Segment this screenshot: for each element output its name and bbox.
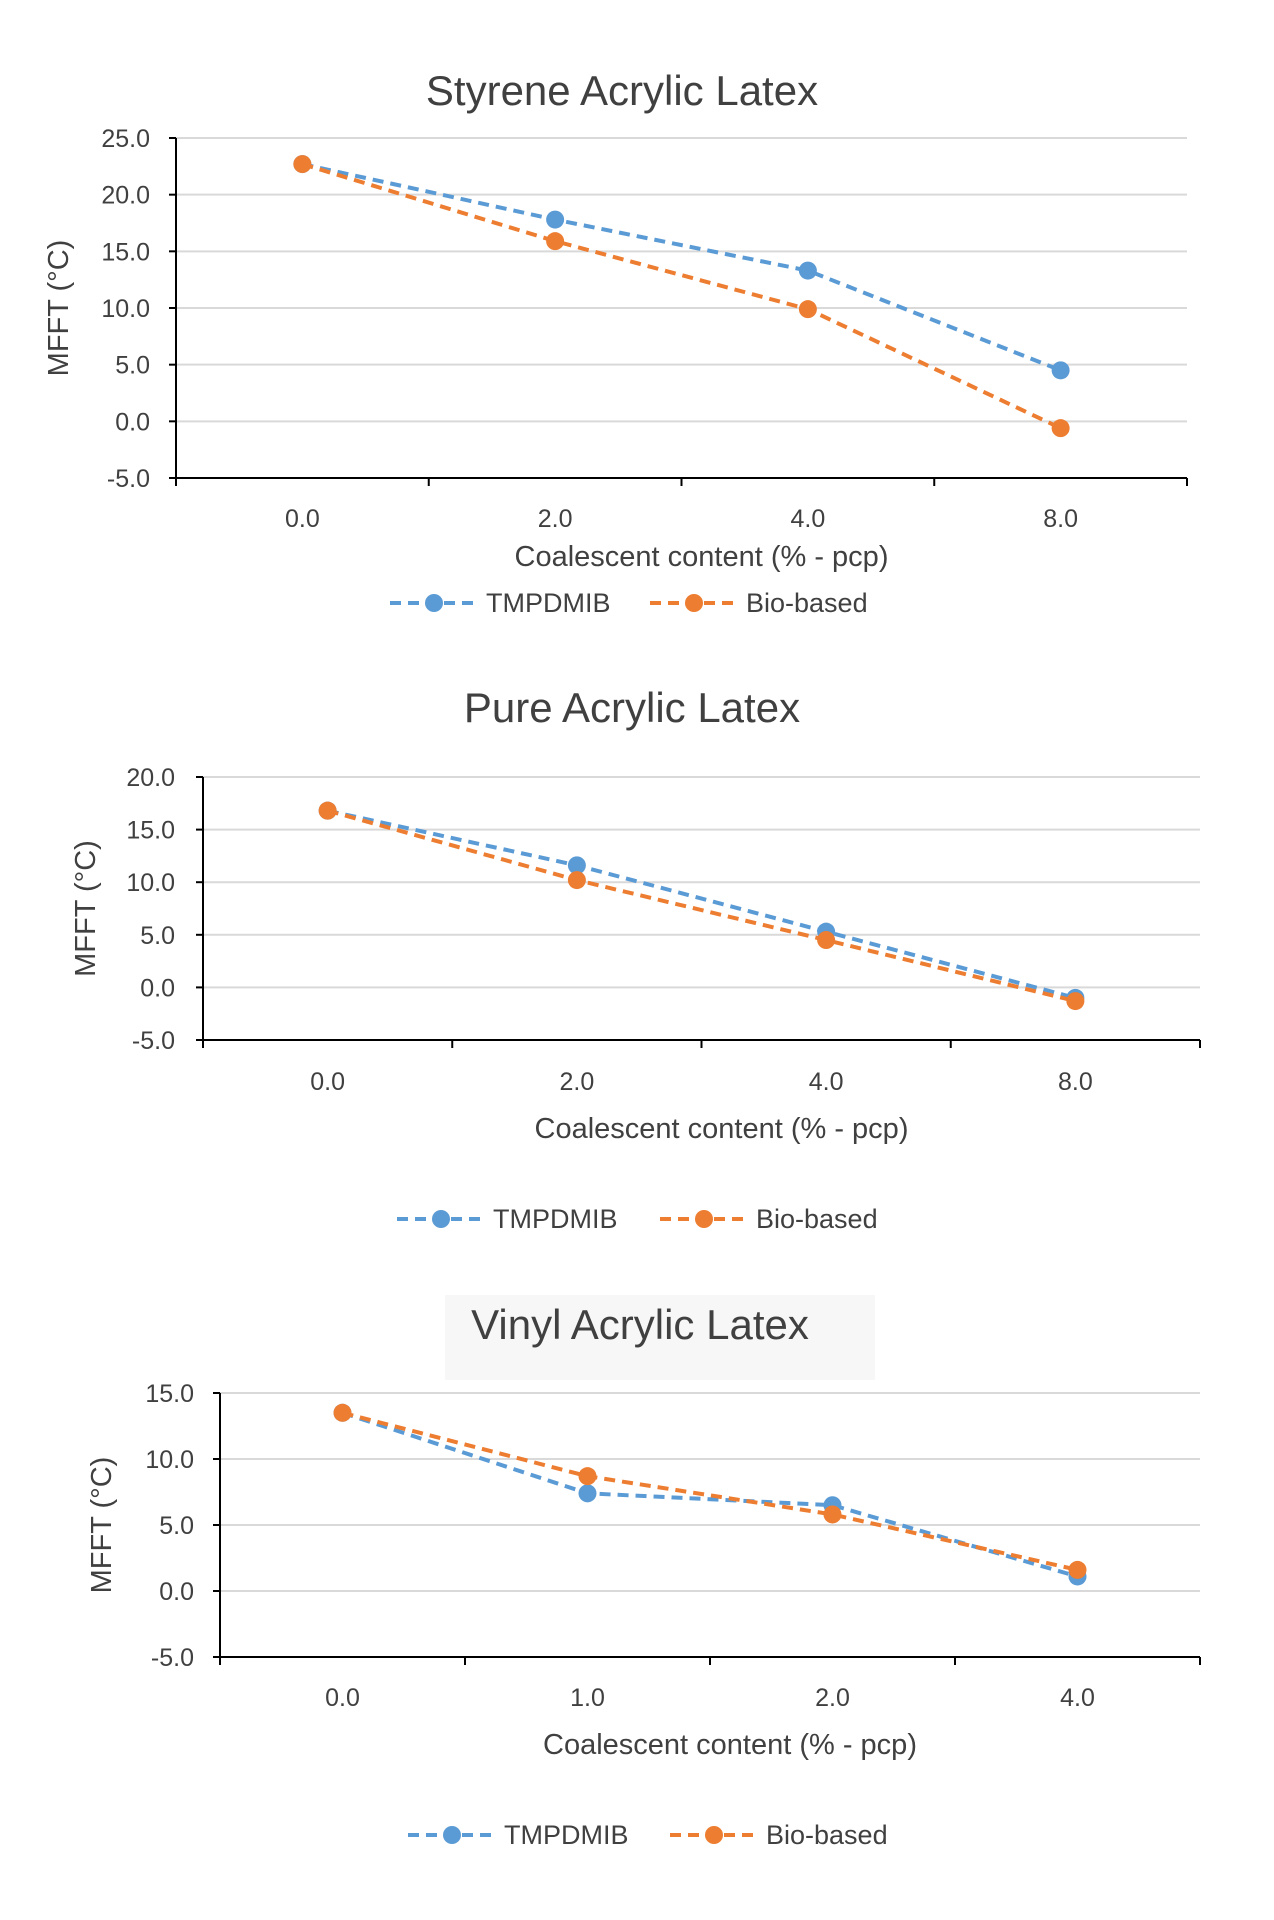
legend-marker bbox=[432, 1210, 450, 1228]
chart-1: Styrene Acrylic Latex -5.0 0.0 5.0 10.0 15.0 2… bbox=[43, 67, 1188, 618]
legend-item-bio-based: Bio-based bbox=[650, 588, 868, 618]
x-tick-label: 4.0 bbox=[1060, 1684, 1095, 1712]
legend-label: TMPDMIB bbox=[486, 588, 611, 618]
x-tick-label: 8.0 bbox=[1058, 1068, 1093, 1096]
x-tick-label: 2.0 bbox=[815, 1684, 850, 1712]
y-tick-label: 25.0 bbox=[101, 125, 150, 153]
x-tick-label: 0.0 bbox=[325, 1684, 360, 1712]
y-tick-label: 0.0 bbox=[115, 408, 150, 436]
y-tick-label: 20.0 bbox=[101, 182, 150, 210]
data-point-tmpdmib bbox=[1051, 361, 1070, 380]
chart-3: Vinyl Acrylic Latex -5.0 0.0 5.0 10.0 15.0 0.0… bbox=[86, 1295, 1201, 1850]
legend-marker bbox=[443, 1826, 461, 1844]
data-point-tmpdmib bbox=[798, 261, 817, 280]
data-point-bio-based bbox=[798, 300, 817, 319]
y-tick-label: 5.0 bbox=[140, 922, 175, 950]
y-tick-label: 15.0 bbox=[126, 817, 175, 845]
data-point-bio-based bbox=[817, 931, 836, 950]
x-tick-label: 4.0 bbox=[809, 1068, 844, 1096]
data-point-bio-based bbox=[333, 1403, 352, 1422]
legend-marker bbox=[695, 1210, 713, 1228]
legend-marker bbox=[705, 1826, 723, 1844]
y-tick-label: -5.0 bbox=[151, 1644, 194, 1672]
y-axis-title: MFFT (°C) bbox=[70, 840, 102, 977]
series-line-bio-based bbox=[301, 162, 1062, 430]
x-tick-label: 0.0 bbox=[285, 505, 320, 533]
legend-item-bio-based: Bio-based bbox=[660, 1204, 878, 1234]
data-point-bio-based bbox=[1051, 419, 1070, 438]
data-point-tmpdmib bbox=[546, 210, 565, 229]
y-tick-label: 5.0 bbox=[159, 1512, 194, 1540]
legend-label: TMPDMIB bbox=[504, 1820, 629, 1850]
x-tick-label: 2.0 bbox=[538, 505, 573, 533]
legend-label: Bio-based bbox=[756, 1204, 878, 1234]
y-tick-label: 5.0 bbox=[115, 352, 150, 380]
x-axis-title: Coalescent content (% - pcp) bbox=[535, 1113, 909, 1145]
chart-title-background bbox=[445, 1295, 875, 1380]
legend-item-tmpdmib: TMPDMIB bbox=[397, 1204, 618, 1234]
x-axis-title: Coalescent content (% - pcp) bbox=[515, 541, 889, 573]
data-point-bio-based bbox=[546, 232, 565, 251]
series-line-tmpdmib bbox=[301, 162, 1062, 373]
x-tick-label: 8.0 bbox=[1043, 505, 1078, 533]
x-tick-label: 4.0 bbox=[790, 505, 825, 533]
series-line-bio-based bbox=[327, 808, 1076, 1004]
chart-title: Vinyl Acrylic Latex bbox=[471, 1301, 809, 1348]
series-line-tmpdmib bbox=[327, 808, 1076, 1000]
x-tick-label: 2.0 bbox=[559, 1068, 594, 1096]
data-point-bio-based bbox=[823, 1505, 842, 1524]
data-point-tmpdmib bbox=[578, 1484, 597, 1503]
y-tick-label: -5.0 bbox=[132, 1027, 175, 1055]
series-line-tmpdmib bbox=[341, 1410, 1079, 1579]
y-tick-label: -5.0 bbox=[107, 465, 150, 493]
y-tick-label: 0.0 bbox=[140, 974, 175, 1002]
chart-2: Pure Acrylic Latex -5.0 0.0 5.0 10.0 15.0 20.0… bbox=[70, 684, 1201, 1234]
data-point-bio-based bbox=[567, 871, 586, 890]
legend-item-tmpdmib: TMPDMIB bbox=[408, 1820, 629, 1850]
legend-label: Bio-based bbox=[746, 588, 868, 618]
y-tick-label: 10.0 bbox=[126, 869, 175, 897]
data-point-bio-based bbox=[578, 1467, 597, 1486]
data-point-bio-based bbox=[293, 155, 312, 174]
x-tick-label: 1.0 bbox=[570, 1684, 605, 1712]
chart-title: Pure Acrylic Latex bbox=[464, 684, 800, 731]
data-point-bio-based bbox=[318, 801, 337, 820]
data-point-bio-based bbox=[1066, 992, 1085, 1011]
legend-item-bio-based: Bio-based bbox=[670, 1820, 888, 1850]
legend-label: TMPDMIB bbox=[493, 1204, 618, 1234]
legend-marker bbox=[685, 594, 703, 612]
chart-title: Styrene Acrylic Latex bbox=[426, 67, 818, 114]
series-line-bio-based bbox=[341, 1410, 1078, 1572]
legend-label: Bio-based bbox=[766, 1820, 888, 1850]
data-point-bio-based bbox=[1068, 1560, 1087, 1579]
y-tick-label: 0.0 bbox=[159, 1578, 194, 1606]
x-tick-label: 0.0 bbox=[310, 1068, 345, 1096]
y-axis-title: MFFT (°C) bbox=[86, 1457, 118, 1594]
data-point-tmpdmib bbox=[567, 856, 586, 875]
x-axis-title: Coalescent content (% - pcp) bbox=[543, 1729, 917, 1761]
y-tick-label: 10.0 bbox=[101, 295, 150, 323]
legend-item-tmpdmib: TMPDMIB bbox=[390, 588, 611, 618]
y-tick-label: 10.0 bbox=[145, 1446, 194, 1474]
y-axis-title: MFFT (°C) bbox=[43, 240, 75, 377]
y-tick-label: 20.0 bbox=[126, 764, 175, 792]
y-tick-label: 15.0 bbox=[145, 1380, 194, 1408]
y-tick-label: 15.0 bbox=[101, 238, 150, 266]
legend-marker bbox=[425, 594, 443, 612]
